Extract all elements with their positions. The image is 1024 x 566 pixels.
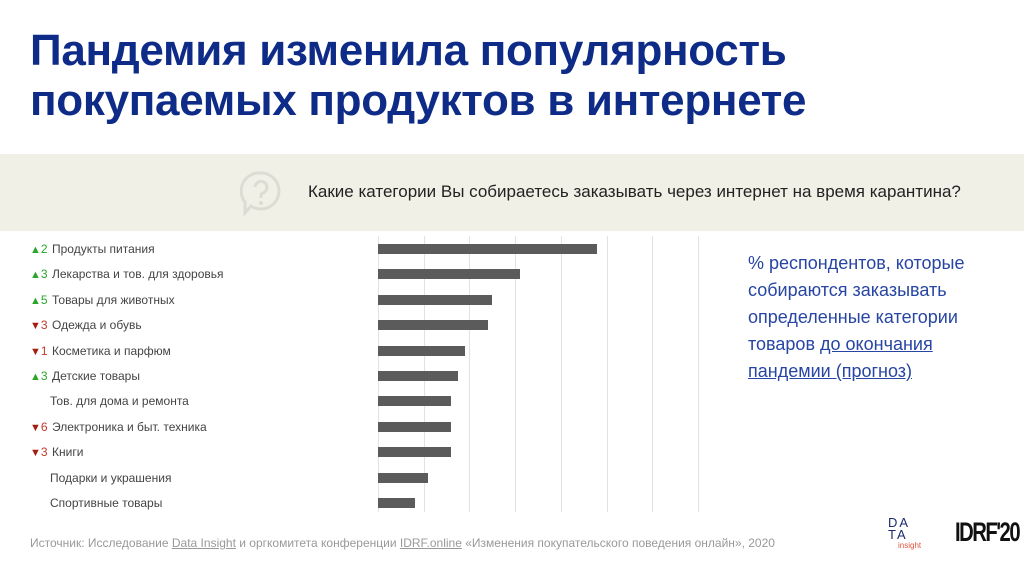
rank-change: ▼6 xyxy=(30,419,52,436)
category-name: Товары для животных xyxy=(52,292,175,307)
source-caption: Источник: Исследование Data Insight и ор… xyxy=(30,536,775,550)
rank-change-value: 6 xyxy=(40,419,48,434)
bar xyxy=(378,345,465,356)
source-mid: и оргкомитета конференции xyxy=(235,536,400,550)
bar xyxy=(378,294,493,305)
source-suffix: «Изменения покупательского поведения онл… xyxy=(461,536,775,550)
note-underlined: до окончания пандемии (прогноз) xyxy=(748,334,933,381)
category-name: Детские товары xyxy=(52,369,140,383)
triangle-up-icon: ▲ xyxy=(30,244,41,256)
triangle-down-icon: ▼ xyxy=(30,447,41,460)
category-label: ▲2 Продукты питания xyxy=(30,241,155,257)
category-label: ▲3 Лекарства и тов. для здоровья xyxy=(30,266,224,282)
idrf-link[interactable]: IDRF.online xyxy=(399,536,462,550)
bar xyxy=(378,371,458,381)
rank-change-value: 1 xyxy=(40,343,48,358)
bar xyxy=(378,498,415,508)
triangle-up-icon: ▲ xyxy=(30,294,41,307)
data-insight-link[interactable]: Data Insight xyxy=(171,536,236,550)
gridline xyxy=(652,236,654,512)
rank-change-value: 3 xyxy=(40,445,48,460)
rank-change: ▼1 xyxy=(30,343,52,360)
rank-change-value: 3 xyxy=(40,318,48,333)
category-label: ▲5 Товары для животных xyxy=(30,292,175,308)
gridline xyxy=(515,236,517,512)
category-label: Подарки и украшения xyxy=(30,470,171,486)
rank-change-value: 2 xyxy=(40,242,48,256)
rank-change-value: 3 xyxy=(40,267,48,282)
category-label: Спортивные товары xyxy=(30,495,162,511)
bar xyxy=(378,421,452,432)
rank-change-value: 5 xyxy=(40,292,48,307)
category-label: ▼3 Книги xyxy=(30,444,83,460)
rank-change: ▲3 xyxy=(30,266,52,283)
bar xyxy=(378,472,429,483)
category-name: Спортивные товары xyxy=(50,496,163,510)
triangle-down-icon: ▼ xyxy=(30,345,41,358)
triangle-down-icon: ▼ xyxy=(30,320,41,333)
bar xyxy=(378,269,520,280)
category-name: Продукты питания xyxy=(52,242,155,256)
source-prefix: Источник: Исследование xyxy=(30,536,172,550)
category-label: ▼1 Косметика и парфюм xyxy=(30,343,171,359)
rank-change: ▼3 xyxy=(30,317,52,334)
category-name: Подарки и украшения xyxy=(50,470,172,485)
question-bubble-icon xyxy=(240,171,281,218)
category-name: Электроника и быт. техника xyxy=(52,419,207,434)
category-name: Лекарства и тов. для здоровья xyxy=(52,267,224,282)
note-text: % респондентов, которые собираются заказ… xyxy=(748,253,965,354)
triangle-down-icon: ▼ xyxy=(30,421,41,434)
category-name: Косметика и парфюм xyxy=(52,343,171,358)
category-name: Тов. для дома и ремонта xyxy=(50,394,189,409)
gridline xyxy=(606,236,608,512)
rank-change: ▲5 xyxy=(30,292,52,309)
rank-change: ▲3 xyxy=(30,368,52,385)
triangle-up-icon: ▲ xyxy=(30,371,41,383)
data-insight-logo: DA TA insight xyxy=(888,515,922,550)
rank-change: ▼3 xyxy=(30,444,52,461)
rank-change-value: 3 xyxy=(40,369,48,383)
rank-change: ▲2 xyxy=(30,241,52,258)
title-line-2: покупаемых продуктов в интернете xyxy=(30,76,807,125)
gridline xyxy=(560,236,562,512)
category-name: Одежда и обувь xyxy=(52,318,142,333)
bar-chart xyxy=(378,236,708,512)
category-label: Тов. для дома и ремонта xyxy=(30,393,189,409)
page-title: Пандемия изменила популярность покупаемы… xyxy=(30,26,807,126)
category-name: Книги xyxy=(52,445,84,460)
title-line-1: Пандемия изменила популярность xyxy=(30,26,787,75)
survey-question: Какие категории Вы собираетесь заказыват… xyxy=(308,182,961,201)
bar xyxy=(378,447,452,458)
idrf-logo: IDRF'20 xyxy=(955,517,1021,547)
question-band xyxy=(0,154,1024,231)
chart-note: % респондентов, которые собираются заказ… xyxy=(748,250,1008,385)
bar xyxy=(378,396,452,407)
category-label: ▼6 Электроника и быт. техника xyxy=(30,419,207,435)
triangle-up-icon: ▲ xyxy=(30,269,41,282)
gridline xyxy=(469,236,471,512)
bar xyxy=(378,244,598,254)
category-label: ▲3 Детские товары xyxy=(30,368,140,384)
bar xyxy=(378,320,488,331)
gridline xyxy=(698,236,699,512)
category-label: ▼3 Одежда и обувь xyxy=(30,317,142,333)
